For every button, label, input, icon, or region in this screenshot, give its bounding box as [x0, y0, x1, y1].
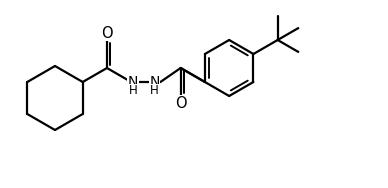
- Text: H: H: [150, 84, 159, 98]
- Text: N: N: [128, 75, 139, 89]
- Text: H: H: [129, 84, 138, 98]
- Text: O: O: [175, 96, 187, 111]
- Text: O: O: [101, 26, 113, 40]
- Text: N: N: [149, 75, 159, 89]
